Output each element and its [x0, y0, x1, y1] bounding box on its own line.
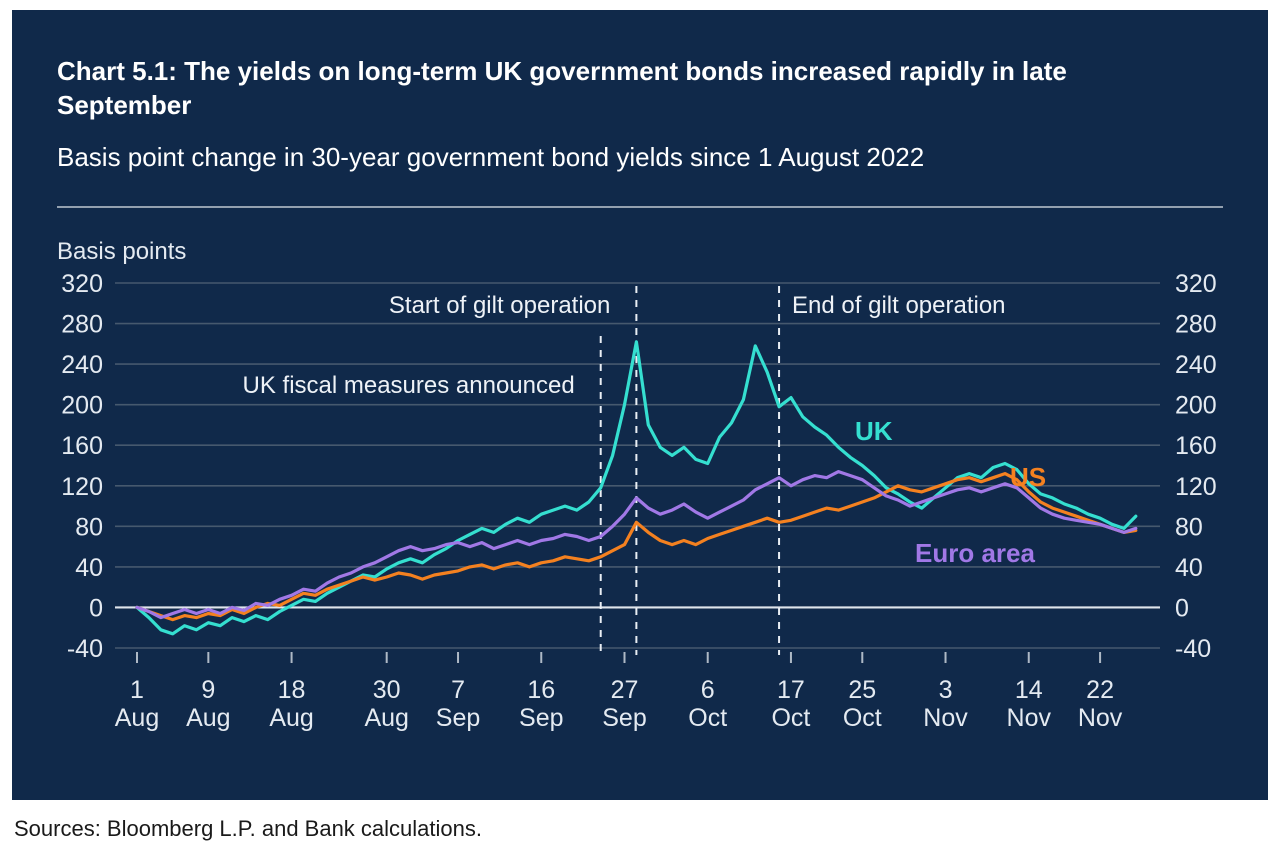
- x-axis-day-label: 6: [701, 676, 715, 704]
- annotation-label: UK fiscal measures announced: [243, 372, 575, 399]
- y-axis-label-left: 320: [61, 270, 103, 298]
- x-axis-day-label: 14: [1015, 676, 1043, 704]
- y-axis-label-right: 240: [1175, 351, 1217, 379]
- y-axis-label-left: 240: [61, 351, 103, 379]
- x-axis-day-label: 27: [611, 676, 639, 704]
- x-axis-month-label: Oct: [843, 704, 882, 732]
- x-axis-day-label: 1: [130, 676, 144, 704]
- x-axis-month-label: Oct: [771, 704, 810, 732]
- x-axis-month-label: Sep: [602, 704, 646, 732]
- x-axis-day-label: 25: [848, 676, 876, 704]
- x-axis-day-label: 18: [278, 676, 306, 704]
- x-axis-month-label: Nov: [1078, 704, 1123, 732]
- y-axis-label-left: 200: [61, 392, 103, 420]
- series-line-us: [135, 472, 1138, 622]
- y-axis-title: Basis points: [57, 238, 187, 265]
- x-axis-month-label: Nov: [1007, 704, 1052, 732]
- x-axis-month-label: Aug: [186, 704, 230, 732]
- y-axis-label-right: 120: [1175, 473, 1217, 501]
- y-axis-label-left: 160: [61, 432, 103, 460]
- x-axis-day-label: 22: [1086, 676, 1114, 704]
- x-axis-month-label: Aug: [364, 704, 408, 732]
- y-axis-label-right: -40: [1175, 635, 1211, 663]
- x-axis-day-label: 3: [939, 676, 953, 704]
- series-label-euro-area: Euro area: [915, 538, 1035, 568]
- annotation-label: Start of gilt operation: [389, 292, 610, 319]
- y-axis-label-right: 0: [1175, 594, 1189, 622]
- y-axis-label-left: -40: [67, 635, 103, 663]
- divider: [57, 206, 1223, 208]
- y-axis-label-right: 40: [1175, 554, 1203, 582]
- y-axis-label-right: 200: [1175, 392, 1217, 420]
- y-axis-label-left: 120: [61, 473, 103, 501]
- annotation-label: End of gilt operation: [792, 292, 1005, 319]
- x-axis-month-label: Aug: [269, 704, 313, 732]
- x-axis-day-label: 7: [451, 676, 465, 704]
- y-axis-label-left: 40: [75, 554, 103, 582]
- x-axis-month-label: Sep: [519, 704, 563, 732]
- series-line-euro-area: [135, 470, 1138, 620]
- chart-subtitle: Basis point change in 30-year government…: [57, 142, 925, 172]
- y-axis-label-left: 0: [89, 594, 103, 622]
- series-line-uk: [135, 340, 1138, 636]
- y-axis-label-right: 320: [1175, 270, 1217, 298]
- sources-text: Sources: Bloomberg L.P. and Bank calcula…: [14, 816, 482, 841]
- x-axis-month-label: Sep: [436, 704, 480, 732]
- y-axis-label-left: 280: [61, 311, 103, 339]
- x-axis-day-label: 17: [777, 676, 805, 704]
- y-axis-label-left: 80: [75, 513, 103, 541]
- x-axis-month-label: Oct: [688, 704, 727, 732]
- chart-svg: -40 -40 0 0 40 40 80 80 120 120 160 160 200 200 240 240…: [61, 270, 1217, 732]
- x-axis-month-label: Aug: [115, 704, 159, 732]
- x-axis-day-label: 16: [527, 676, 555, 704]
- y-axis-label-right: 160: [1175, 432, 1217, 460]
- chart-title: Chart 5.1: The yields on long-term UK go…: [57, 56, 1067, 121]
- chart-card: Chart 5.1: The yields on long-term UK go…: [12, 10, 1268, 800]
- y-axis-label-right: 80: [1175, 513, 1203, 541]
- x-axis-day-label: 9: [201, 676, 215, 704]
- x-axis-month-label: Nov: [923, 704, 968, 732]
- y-axis-label-right: 280: [1175, 311, 1217, 339]
- x-axis-day-label: 30: [373, 676, 401, 704]
- series-label-uk: UK: [855, 416, 893, 446]
